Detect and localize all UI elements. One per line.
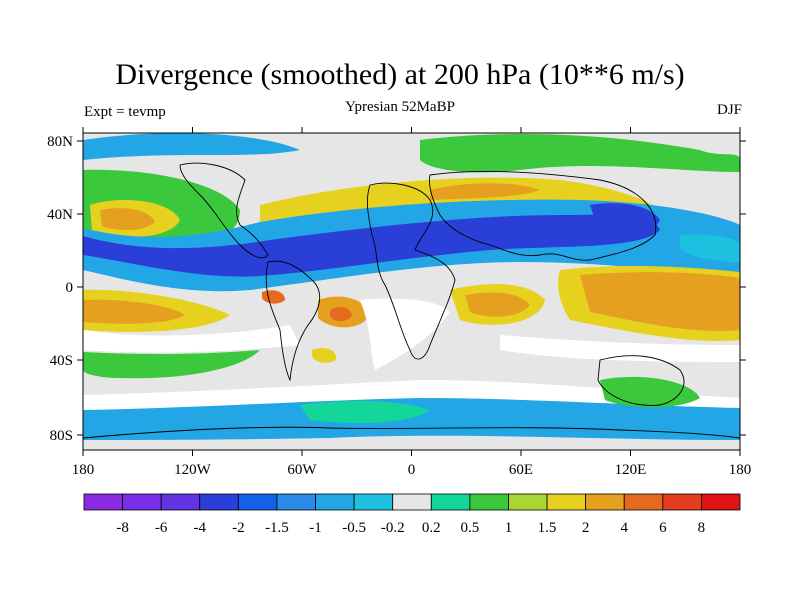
colorbar-label: -0.2: [381, 520, 405, 536]
coastline-europe-africa: [366, 182, 456, 360]
lon-tick-label: 60E: [509, 462, 533, 478]
colorbar-box: [160, 493, 201, 511]
colorbar-box: [701, 493, 741, 511]
contour-deep-blue-band: [83, 214, 660, 277]
plot-title: Divergence (smoothed) at 200 hPa (10**6 …: [115, 58, 685, 91]
lat-tick-label: 40N: [47, 207, 73, 223]
experiment-label: Expt = tevmp: [84, 104, 166, 120]
coastlines: [83, 162, 740, 439]
contour-red-south-america: [330, 307, 352, 322]
contour-yellow-south-atlantic: [312, 348, 337, 363]
divergence-field: [83, 133, 740, 450]
contour-cyan-east-pacific: [680, 234, 740, 262]
contour-white-gap-southern: [83, 380, 740, 410]
colorbar-box: [392, 493, 432, 511]
period-label: Ypresian 52MaBP: [345, 99, 455, 115]
colorbar-labels: -8 -6 -4 -2 -1.5 -1 -0.5 -0.2 0.2 0.5 1 1.5 2 4 6 8: [116, 520, 705, 536]
contour-green-north-east: [420, 134, 740, 173]
lon-tick-label: 60W: [287, 462, 317, 478]
lat-tick-label: 0: [66, 280, 74, 296]
lon-tick-label: 180: [72, 462, 95, 478]
lon-tick-label: 120E: [615, 462, 647, 478]
colorbar-box: [469, 493, 509, 511]
colorbar-box: [353, 493, 394, 511]
coastline-antarctica: [83, 426, 740, 439]
contour-green-australia: [600, 376, 700, 408]
contour-orange-north-atlantic: [430, 183, 540, 200]
colorbar-box: [546, 493, 587, 511]
coastline-north-america: [179, 162, 269, 259]
colorbar-label: 0.2: [422, 520, 441, 536]
contour-orange-africa: [465, 292, 530, 317]
colorbar-label: -8: [116, 520, 129, 536]
contour-green-southern-ocean: [300, 400, 430, 423]
contour-orange-equator-east: [580, 272, 740, 331]
lon-tick-label: 0: [408, 462, 416, 478]
colorbar-label: -1.5: [265, 520, 289, 536]
colorbar-box: [199, 493, 239, 511]
colorbar-box: [508, 493, 548, 511]
colorbar-label: -6: [155, 520, 168, 536]
contour-white-gap-pacific: [83, 325, 300, 353]
contour-cyan-southern-ocean: [83, 398, 740, 440]
colorbar-label: 4: [620, 520, 628, 536]
contour-cyan-north: [83, 133, 300, 160]
colorbar-label: -4: [194, 520, 207, 536]
colorbar-box: [122, 493, 162, 511]
colorbar-box: [430, 493, 471, 511]
axis-tick-labels: 80N 40N 0 40S 80S 180 120W 60W 0 60E 120E 180: [47, 134, 751, 478]
lon-tick-label: 180: [729, 462, 752, 478]
colorbar-label: 2: [582, 520, 590, 536]
colorbar-box: [623, 493, 664, 511]
colorbar-label: -1: [309, 520, 322, 536]
contour-green-south-pacific: [83, 350, 260, 379]
contour-white-gap-south-atlantic: [360, 298, 450, 370]
coastline-australia: [597, 355, 685, 406]
colorbar-box: [83, 493, 123, 511]
contour-orange-ne-pacific: [100, 208, 155, 231]
axis-ticks: [77, 127, 746, 456]
lat-tick-label: 40S: [50, 353, 73, 369]
colorbar-label: 1: [505, 520, 513, 536]
colorbar-box: [315, 493, 355, 511]
colorbar-label: 8: [698, 520, 706, 536]
contour-orange-equator-west: [83, 299, 185, 324]
lat-tick-label: 80S: [50, 428, 73, 444]
colorbar: [83, 493, 741, 511]
colorbar-box: [585, 493, 625, 511]
season-label: DJF: [716, 102, 742, 118]
colorbar-box: [237, 493, 278, 511]
colorbar-box: [662, 493, 702, 511]
coastline-south-america: [265, 260, 321, 382]
colorbar-box: [276, 493, 316, 511]
colorbar-label: 0.5: [461, 520, 480, 536]
coastline-asia: [429, 170, 657, 261]
colorbar-label: 1.5: [538, 520, 557, 536]
colorbar-label: 6: [659, 520, 667, 536]
colorbar-label: -0.5: [342, 520, 366, 536]
colorbar-label: -2: [232, 520, 245, 536]
lon-tick-label: 120W: [174, 462, 212, 478]
lat-tick-label: 80N: [47, 134, 73, 150]
contour-deep-blue-asia: [590, 203, 660, 240]
contour-white-gap-indian: [500, 335, 740, 362]
